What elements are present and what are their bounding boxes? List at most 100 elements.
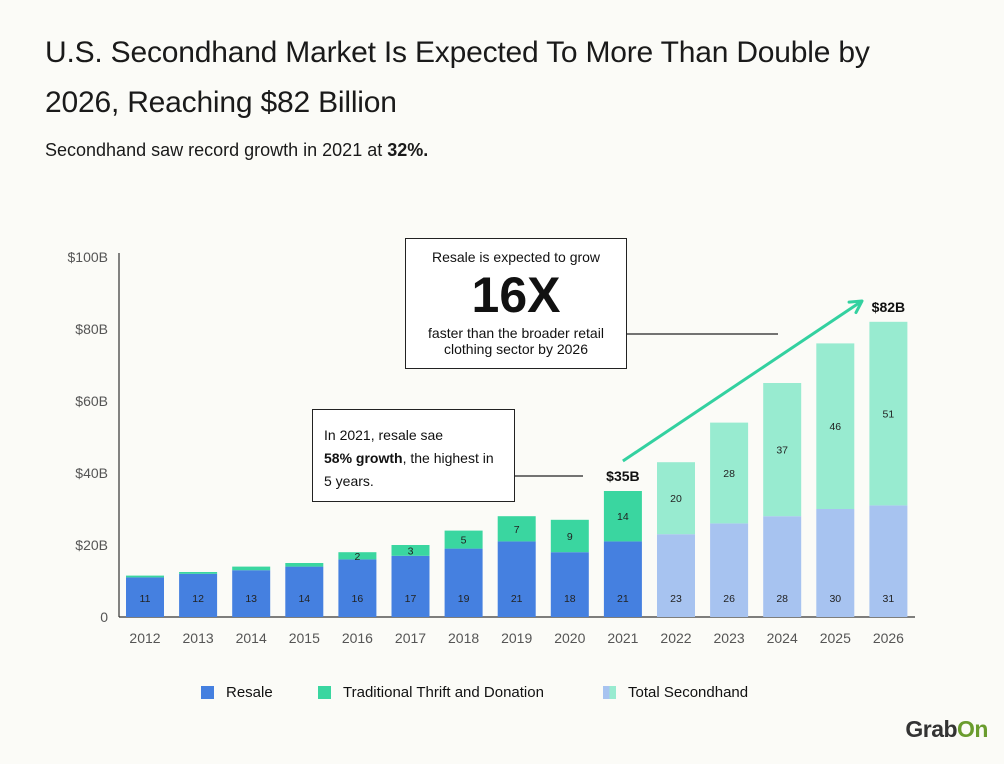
data-label-resale-2026: 31 [883, 593, 895, 605]
y-tick-label: $100B [68, 249, 108, 265]
data-label-thrift-2026: 51 [883, 409, 895, 421]
bar-resale-2019 [497, 541, 536, 617]
bar-resale-2014 [232, 570, 271, 617]
x-tick-label-2013: 2013 [183, 630, 214, 646]
logo-part2: On [957, 716, 988, 742]
y-tick-label: 0 [100, 609, 108, 625]
data-label-resale-2013: 12 [192, 593, 204, 605]
data-label-thrift-2017: 3 [408, 545, 414, 557]
data-label-resale-2021: 21 [617, 593, 629, 605]
data-label-thrift-2016: 2 [354, 551, 360, 563]
bar-thrift-2022 [657, 462, 695, 535]
y-tick-label: $60B [75, 393, 108, 409]
callout-16x-big: 16X [471, 267, 561, 323]
callout-16x-top: Resale is expected to grow [431, 249, 601, 265]
data-label-resale-2016: 16 [352, 593, 364, 605]
bar-resale-2022 [657, 534, 695, 617]
data-label-resale-2014: 13 [245, 593, 257, 605]
data-label-thrift-2018: 5 [461, 535, 467, 547]
x-tick-label-2019: 2019 [501, 630, 532, 646]
total-label-2026: $82B [872, 299, 905, 315]
growth-arrow-line [622, 299, 863, 463]
legend-label-resale: Resale [226, 684, 273, 701]
bar-thrift-2026 [869, 321, 908, 506]
y-tick-label: $40B [75, 465, 108, 481]
x-tick-label-2017: 2017 [395, 630, 426, 646]
callout-16x: Resale is expected to grow 16X faster th… [405, 238, 627, 369]
bar-thrift-2019 [497, 516, 536, 542]
legend-swatch-thrift [318, 686, 331, 699]
growth-arrow-head [847, 299, 864, 315]
legend-label-total: Total Secondhand [628, 684, 749, 701]
bar-resale-2020 [550, 552, 589, 617]
data-label-thrift-2021: 14 [617, 511, 629, 523]
bar-resale-2013 [179, 573, 218, 617]
bar-resale-2026 [869, 505, 908, 617]
bar-thrift-2013 [179, 572, 218, 574]
x-tick-label-2020: 2020 [554, 630, 585, 646]
data-label-resale-2018: 19 [458, 593, 470, 605]
chart-subtitle: Secondhand saw record growth in 2021 at … [45, 140, 428, 161]
y-tick-label: $20B [75, 537, 108, 553]
legend-swatch-resale [201, 686, 214, 699]
x-tick-label-2018: 2018 [448, 630, 479, 646]
logo-part1: Grab [905, 716, 958, 742]
bar-resale-2024 [763, 516, 802, 617]
x-tick-label-2026: 2026 [873, 630, 904, 646]
x-tick-label-2021: 2021 [607, 630, 638, 646]
bar-thrift-2018 [444, 530, 483, 549]
data-label-resale-2015: 14 [298, 593, 310, 605]
bar-thrift-2023 [710, 422, 749, 524]
legend-item-thrift: Traditional Thrift and Donation [318, 684, 544, 701]
x-tick-label-2014: 2014 [236, 630, 267, 646]
bar-resale-2018 [444, 548, 483, 617]
callout-2021-line1: In 2021, resale sae [324, 427, 444, 443]
x-tick-label-2024: 2024 [767, 630, 798, 646]
data-label-resale-2022: 23 [670, 593, 682, 605]
data-label-thrift-2019: 7 [514, 524, 520, 536]
bar-resale-2017 [391, 555, 430, 617]
data-label-resale-2019: 21 [511, 593, 523, 605]
bar-resale-2016 [338, 559, 377, 617]
total-label-2021: $35B [606, 468, 639, 484]
bar-thrift-2020 [550, 519, 589, 553]
legend-item-resale: Resale [201, 684, 273, 701]
data-label-thrift-2020: 9 [567, 531, 573, 543]
callout-2021-rest: , the highest in 5 years. [324, 450, 494, 489]
data-label-thrift-2024: 37 [776, 445, 788, 457]
chart-title: U.S. Secondhand Market Is Expected To Mo… [45, 36, 870, 119]
bar-resale-2015 [285, 566, 324, 617]
callout-2021-bold: 58% growth [324, 450, 403, 466]
bar-thrift-2021 [603, 491, 642, 542]
data-label-resale-2020: 18 [564, 593, 576, 605]
bar-thrift-2014 [232, 566, 271, 571]
data-label-thrift-2022: 20 [670, 493, 682, 505]
callout-16x-bottom: faster than the broader retail clothing … [428, 325, 604, 357]
legend-label-thrift: Traditional Thrift and Donation [343, 684, 544, 701]
data-label-resale-2025: 30 [829, 593, 841, 605]
y-tick-label: $80B [75, 321, 108, 337]
data-label-thrift-2023: 28 [723, 468, 735, 480]
data-label-resale-2017: 17 [405, 593, 417, 605]
bar-resale-2023 [710, 523, 749, 617]
data-label-resale-2023: 26 [723, 593, 735, 605]
bar-resale-2025 [816, 509, 855, 617]
x-tick-label-2015: 2015 [289, 630, 320, 646]
x-tick-label-2023: 2023 [714, 630, 745, 646]
subtitle-text: Secondhand saw record growth in 2021 at [45, 140, 388, 160]
bar-thrift-2016 [338, 552, 377, 560]
data-label-resale-2024: 28 [776, 593, 788, 605]
subtitle-highlight: 32%. [387, 140, 429, 160]
data-label-resale-2012: 11 [140, 593, 151, 605]
callout-2021: In 2021, resale sae 58% growth, the high… [312, 409, 515, 502]
legend-item-total: Total Secondhand [603, 684, 748, 701]
bar-resale-2012 [126, 577, 164, 617]
bar-thrift-2025 [816, 343, 855, 509]
bar-resale-2021 [603, 541, 642, 617]
bar-thrift-2015 [285, 563, 324, 567]
legend-swatch-total [603, 686, 616, 699]
grabon-logo: GrabOn [905, 716, 988, 743]
x-tick-label-2016: 2016 [342, 630, 373, 646]
x-tick-label-2022: 2022 [660, 630, 691, 646]
x-tick-label-2025: 2025 [820, 630, 851, 646]
